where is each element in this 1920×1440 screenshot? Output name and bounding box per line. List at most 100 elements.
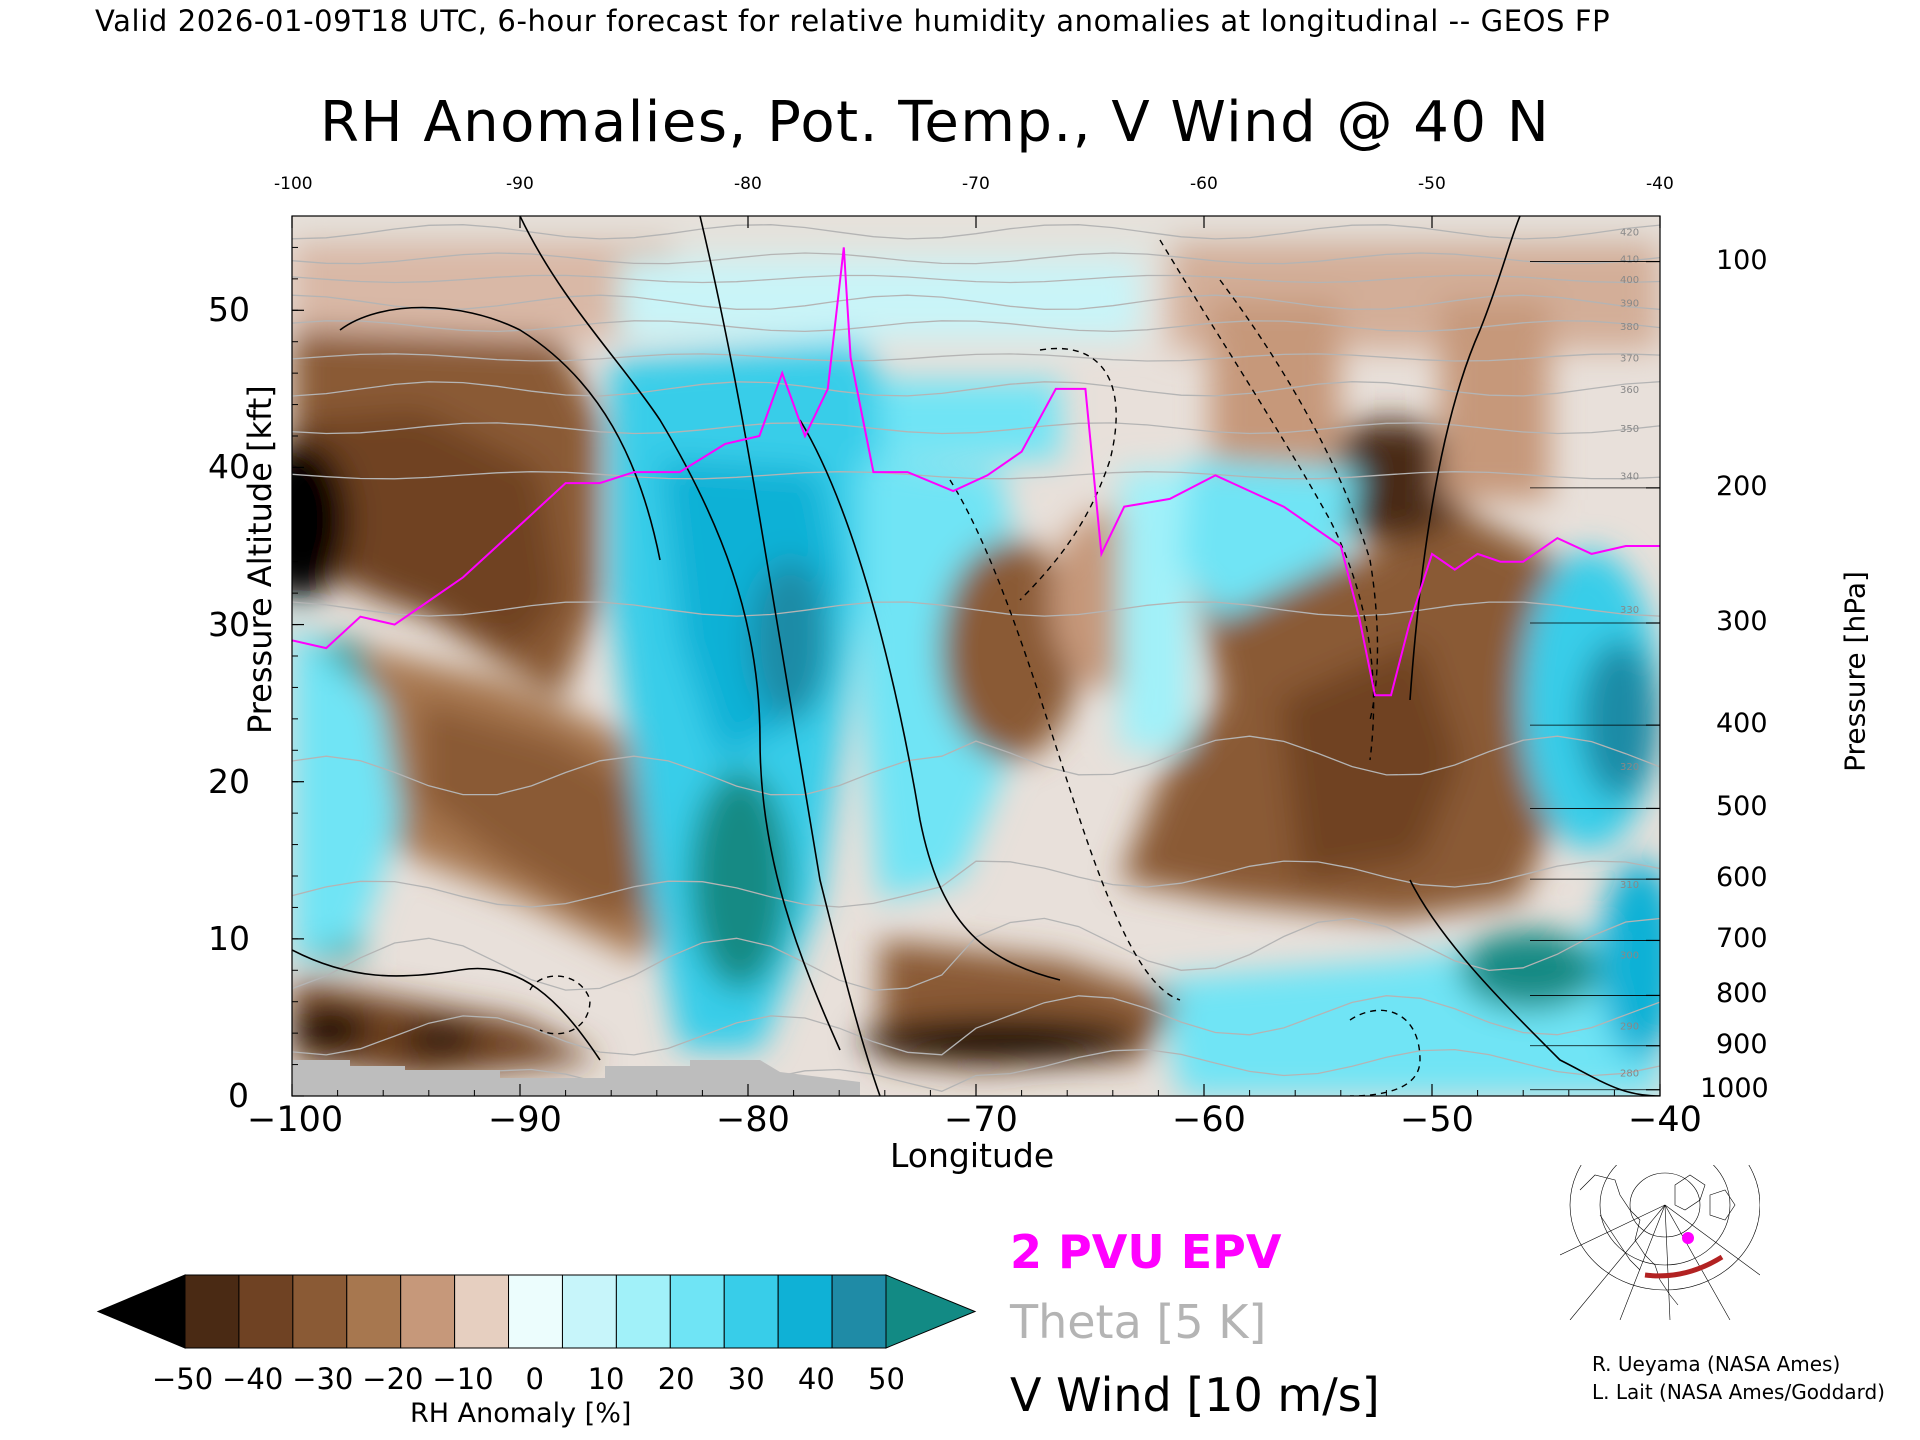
x-tick-label: −50 (1400, 1100, 1474, 1140)
v-wind-contours (292, 216, 1660, 1096)
theta-contour-label: 280 (1620, 1068, 1639, 1079)
theta-contour (292, 735, 1660, 796)
colorbar-swatch (723, 1274, 779, 1349)
colorbar-swatch (508, 1274, 563, 1349)
colorbar-tick-label: 30 (727, 1362, 765, 1396)
theta-contour (292, 471, 1660, 480)
x-tick-label: −60 (1172, 1100, 1246, 1140)
x-top-tick-label: -80 (734, 174, 762, 194)
x-top-tick-label: -60 (1190, 174, 1218, 194)
theta-contour-label: 400 (1620, 275, 1639, 286)
theta-contour-label: 340 (1620, 471, 1639, 482)
legend-theta: Theta [5 K] (1010, 1295, 1267, 1349)
x-tick-label: −90 (488, 1100, 562, 1140)
pv2-tropopause-line (292, 247, 1660, 697)
north-america-polar-map-icon (1560, 1165, 1760, 1320)
y-tick-label: 20 (208, 761, 250, 801)
pressure-tick-label: 800 (1716, 978, 1768, 1010)
topography-mask (292, 1060, 860, 1096)
x-tick-label: −100 (247, 1100, 344, 1140)
colorbar-swatch (777, 1274, 833, 1349)
colorbar-tick-label: −40 (222, 1362, 284, 1396)
colorbar-tick-label: −20 (362, 1362, 424, 1396)
x-top-tick-label: -90 (506, 174, 534, 194)
colorbar-tick-label: 40 (797, 1362, 835, 1396)
colorbar-tick-label: 10 (587, 1362, 625, 1396)
colorbar-high-arrow (885, 1274, 977, 1349)
colorbar-tick-label: −50 (152, 1362, 214, 1396)
y-tick-label: 30 (208, 604, 250, 644)
pressure-tick-label: 1000 (1700, 1072, 1769, 1104)
x-top-tick-label: -100 (274, 174, 313, 194)
theta-contour-label: 290 (1620, 1021, 1639, 1032)
colorbar-swatch (292, 1274, 348, 1349)
colorbar-tick-label: −30 (292, 1362, 354, 1396)
theta-contour (292, 995, 1660, 1056)
theta-contour (292, 860, 1660, 908)
credit-line-2: L. Lait (NASA Ames/Goddard) (1592, 1380, 1885, 1404)
x-top-tick-label: -40 (1646, 174, 1674, 194)
colorbar-swatch (561, 1274, 617, 1349)
pressure-tick-label: 700 (1716, 923, 1768, 955)
x-top-tick-label: -70 (962, 174, 990, 194)
colorbar-swatch (454, 1274, 510, 1349)
legend-vwind: V Wind [10 m/s] (1010, 1368, 1380, 1422)
theta-contour-label: 390 (1620, 298, 1639, 309)
colorbar-tick-label: −10 (432, 1362, 494, 1396)
colorbar-swatch (238, 1274, 294, 1349)
theta-contour (292, 381, 1660, 397)
colorbar-swatch (184, 1274, 240, 1349)
theta-contour (292, 353, 1660, 362)
colorbar-swatch (669, 1274, 725, 1349)
chart-title: RH Anomalies, Pot. Temp., V Wind @ 40 N (320, 90, 1551, 155)
theta-contours: 280 290 300 310 320 330 340 350 360 370 380 390 400 4… (292, 224, 1660, 1096)
pressure-tick-label: 500 (1716, 791, 1768, 823)
theta-contour-label: 330 (1620, 605, 1639, 616)
colorbar-swatch (400, 1274, 456, 1349)
x-axis-label: Longitude (890, 1136, 1055, 1175)
theta-contour-label: 410 (1620, 254, 1639, 265)
theta-contour (292, 422, 1660, 435)
credit-line-1: R. Ueyama (NASA Ames) (1592, 1352, 1841, 1376)
theta-contour-label: 310 (1620, 880, 1639, 891)
pressure-tick-label: 600 (1716, 862, 1768, 894)
pressure-axis-ticks (1530, 260, 1660, 1091)
y-tick-label: 0 (228, 1076, 249, 1115)
y-tick-label: 10 (208, 918, 250, 958)
colorbar-swatch (615, 1274, 671, 1349)
theta-contour-label: 420 (1620, 228, 1639, 239)
y-axis-ticks (292, 246, 304, 1097)
legend-epv: 2 PVU EPV (1010, 1225, 1282, 1279)
x-tick-label: −70 (944, 1100, 1018, 1140)
colorbar-low-arrow (96, 1274, 186, 1349)
colorbar-tick-label: 0 (525, 1362, 544, 1396)
colorbar-tick-label: 20 (657, 1362, 695, 1396)
theta-contour (292, 601, 1660, 617)
x-tick-label: −80 (716, 1100, 790, 1140)
colorbar-swatch (346, 1274, 402, 1349)
theta-contour-label: 380 (1620, 322, 1639, 333)
pressure-tick-label: 300 (1716, 606, 1768, 637)
pressure-tick-label: 400 (1716, 708, 1768, 740)
y-tick-label: 40 (208, 447, 250, 487)
x-tick-label: −40 (1628, 1100, 1702, 1140)
pressure-tick-label: 100 (1716, 244, 1768, 276)
theta-contour (292, 917, 1660, 991)
colorbar-swatch (831, 1274, 887, 1349)
theta-contour (292, 224, 1660, 240)
theta-contour-label: 320 (1620, 762, 1639, 773)
valid-time-line: Valid 2026-01-09T18 UTC, 6-hour forecast… (95, 4, 1611, 38)
pressure-tick-label: 200 (1716, 470, 1768, 502)
theta-contour-label: 360 (1620, 385, 1639, 396)
theta-contour (292, 294, 1660, 311)
theta-contour-label: 350 (1620, 424, 1639, 435)
pressure-tick-label: 900 (1716, 1028, 1768, 1060)
theta-contour-label: 300 (1620, 951, 1639, 962)
y-tick-label: 50 (208, 290, 250, 330)
colorbar-label: RH Anomaly [%] (410, 1398, 632, 1429)
theta-contour (292, 274, 1660, 284)
theta-contour-label: 370 (1620, 353, 1639, 364)
theta-contour (292, 252, 1660, 265)
